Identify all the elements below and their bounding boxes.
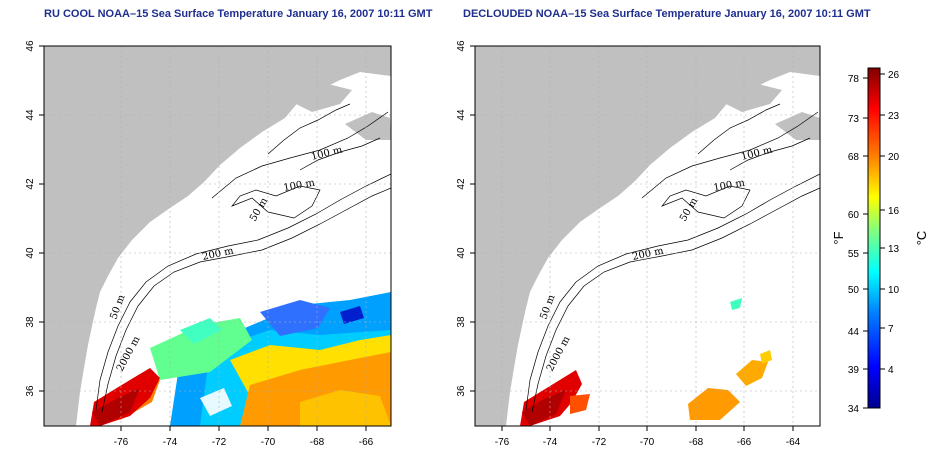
colorbar-c-tick: 13: [888, 244, 900, 255]
colorbar-c-tick: 23: [888, 111, 900, 122]
x-tick-label: -70: [261, 437, 276, 448]
colorbar-c-tick: 10: [888, 285, 900, 296]
colorbar-gradient: [867, 67, 881, 409]
colorbar-f-tick: 50: [848, 285, 860, 296]
right-map-panel: 100 m 100 m 50 m 200 m 50 m 2000 m -76 -…: [456, 40, 821, 448]
colorbar-c-tick: 4: [888, 365, 894, 376]
y-tick-label: 44: [456, 109, 467, 121]
x-tick-label: -70: [640, 437, 655, 448]
y-tick-label: 36: [456, 385, 467, 397]
colorbar-f-tick: 78: [848, 74, 860, 85]
left-map-panel: 100 m 100 m 50 m 200 m 50 m 2000 m -76 -…: [25, 40, 392, 448]
y-tick-label: 40: [25, 247, 36, 259]
x-tick-label: -72: [212, 437, 227, 448]
y-tick-label: 36: [25, 385, 36, 397]
colorbar-f-tick: 34: [848, 404, 860, 415]
x-tick-label: -66: [359, 437, 374, 448]
x-tick-label: -72: [592, 437, 607, 448]
right-grid: [475, 46, 820, 426]
y-tick-label: 46: [25, 40, 36, 52]
x-tick-label: -68: [689, 437, 704, 448]
left-land: [44, 46, 391, 426]
colorbar-f-tick: 39: [848, 365, 860, 376]
colorbar-c-tick: 16: [888, 206, 900, 217]
y-tick-label: 44: [25, 109, 36, 121]
colorbar-f-tick: 60: [848, 210, 860, 221]
x-tick-label: -76: [114, 437, 129, 448]
colorbar: 78 73 68 60 55 50 44 39 34 26 23 20 16 1…: [831, 67, 929, 415]
colorbar-unit-celsius: °C: [914, 231, 929, 246]
right-panel-title: DECLOUDED NOAA–15 Sea Surface Temperatur…: [463, 8, 871, 20]
x-tick-label: -76: [495, 437, 510, 448]
y-tick-label: 42: [456, 178, 467, 190]
x-tick-label: -68: [310, 437, 325, 448]
colorbar-f-tick: 55: [848, 249, 860, 260]
colorbar-c-tick: 20: [888, 152, 900, 163]
right-sst-field: [520, 298, 772, 426]
colorbar-c-tick: 26: [888, 70, 900, 81]
y-tick-label: 46: [456, 40, 467, 52]
left-grid: [44, 46, 391, 426]
colorbar-f-tick: 73: [848, 114, 860, 125]
left-isobaths: [95, 103, 391, 413]
y-tick-label: 38: [25, 316, 36, 328]
x-tick-label: -74: [163, 437, 178, 448]
right-land: [475, 46, 820, 426]
colorbar-f-tick: 68: [848, 152, 860, 163]
x-tick-label: -74: [543, 437, 558, 448]
left-panel-title: RU COOL NOAA–15 Sea Surface Temperature …: [44, 8, 433, 20]
colorbar-f-tick: 44: [848, 327, 860, 338]
x-tick-label: -66: [737, 437, 752, 448]
left-sst-field: [90, 292, 391, 426]
colorbar-c-tick: 7: [888, 324, 894, 335]
y-tick-label: 40: [456, 247, 467, 259]
y-tick-label: 42: [25, 178, 36, 190]
x-tick-label: -64: [786, 437, 801, 448]
colorbar-unit-fahrenheit: °F: [831, 231, 846, 244]
y-tick-label: 38: [456, 316, 467, 328]
right-isobaths: [525, 103, 820, 413]
